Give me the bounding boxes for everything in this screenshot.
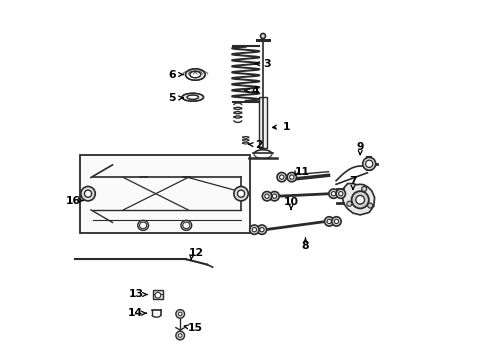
Circle shape (334, 219, 339, 224)
Circle shape (257, 225, 267, 234)
Circle shape (81, 186, 95, 201)
Bar (259, 97, 267, 148)
Circle shape (261, 33, 266, 39)
Circle shape (290, 175, 294, 179)
Circle shape (272, 194, 277, 198)
Circle shape (336, 189, 345, 198)
Ellipse shape (190, 71, 201, 78)
Circle shape (327, 219, 331, 224)
Text: 2: 2 (256, 140, 263, 150)
Circle shape (270, 192, 279, 201)
Circle shape (362, 186, 367, 192)
Ellipse shape (182, 93, 204, 101)
Ellipse shape (140, 222, 147, 229)
Text: 10: 10 (284, 197, 298, 207)
Circle shape (277, 172, 286, 182)
Circle shape (178, 334, 182, 337)
Text: 13: 13 (129, 289, 144, 300)
Circle shape (339, 192, 343, 196)
Polygon shape (342, 184, 374, 215)
Ellipse shape (181, 220, 192, 230)
Circle shape (324, 217, 334, 226)
Circle shape (252, 228, 257, 232)
Text: 11: 11 (295, 167, 310, 177)
Circle shape (368, 203, 373, 208)
Circle shape (265, 194, 269, 198)
Circle shape (176, 310, 185, 318)
Text: 5: 5 (169, 93, 176, 103)
Circle shape (363, 157, 376, 170)
Bar (153, 290, 163, 299)
Text: 9: 9 (356, 141, 364, 152)
Circle shape (329, 189, 338, 198)
Circle shape (287, 172, 296, 182)
Circle shape (234, 186, 248, 201)
Ellipse shape (187, 95, 198, 99)
Circle shape (347, 201, 352, 206)
Circle shape (260, 228, 264, 232)
Text: 14: 14 (127, 308, 143, 318)
Circle shape (332, 217, 341, 226)
Text: 12: 12 (189, 248, 204, 258)
Circle shape (155, 292, 161, 298)
Circle shape (331, 192, 336, 196)
Text: 15: 15 (188, 323, 203, 333)
Circle shape (356, 195, 365, 204)
Circle shape (178, 312, 182, 316)
Circle shape (262, 192, 271, 201)
Circle shape (280, 175, 284, 179)
Text: 3: 3 (263, 59, 270, 69)
Circle shape (250, 225, 259, 234)
Text: 6: 6 (169, 69, 176, 80)
Bar (80, 155, 250, 233)
Text: 1: 1 (283, 122, 290, 132)
Text: 4: 4 (251, 86, 259, 96)
Circle shape (84, 190, 92, 197)
Text: 8: 8 (302, 240, 309, 251)
Circle shape (176, 331, 185, 340)
Circle shape (366, 160, 373, 167)
Circle shape (238, 190, 245, 197)
Text: 16: 16 (65, 195, 80, 206)
Ellipse shape (183, 222, 190, 229)
Circle shape (351, 191, 369, 208)
Text: 7: 7 (349, 176, 357, 186)
Ellipse shape (185, 69, 205, 80)
Ellipse shape (138, 220, 148, 230)
